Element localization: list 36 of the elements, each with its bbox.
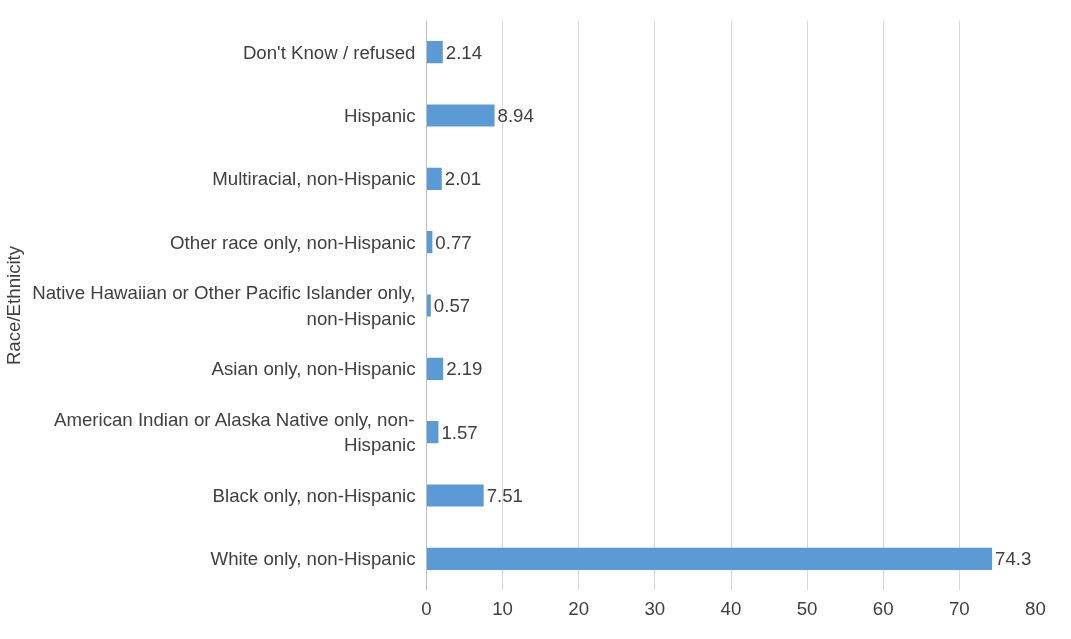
bar [426,41,443,64]
data-label: 0.77 [435,231,472,253]
data-label: 1.57 [441,421,478,443]
y-axis-title: Race/Ethnicity [3,245,25,366]
y-tick-label: Don't Know / refused [242,41,416,63]
y-tick-label: American Indian or Alaska Native only, non-Hispanic [53,409,416,456]
y-tick-label: Hispanic [343,105,416,126]
bar [426,547,993,570]
data-label: 8.94 [497,105,534,126]
data-label: 2.01 [444,168,482,190]
y-tick-label: Black only, non-Hispanic [212,485,416,506]
x-tick-label: 80 [1025,597,1046,619]
y-tick-label: Multiracial, non-Hispanic [212,168,416,190]
bar [426,294,431,317]
x-tick-label: 50 [796,597,818,619]
x-tick-label: 10 [492,597,514,619]
x-tick-label: 0 [421,597,432,619]
x-tick-label: 40 [720,597,742,619]
data-label: 2.14 [445,41,483,63]
y-tick-label: Native Hawaiian or Other Pacific Islander only, non-Hispanic [32,282,416,329]
bar [426,104,495,127]
data-label: 2.19 [446,358,483,380]
bar [426,167,442,190]
data-label: 0.57 [433,295,471,316]
x-tick-label: 70 [949,597,970,619]
y-tick-label: Asian only, non-Hispanic [211,358,416,380]
y-tick-label: White only, non-Hispanic [210,548,416,570]
x-tick-label: 30 [644,597,666,619]
data-label: 74.3 [995,548,1032,570]
bar [426,484,484,507]
bar [426,357,444,380]
y-tick-label: Other race only, non-Hispanic [170,231,416,253]
x-tick-label: 60 [872,597,894,619]
data-label: 7.51 [486,485,523,506]
bar [426,421,439,444]
x-tick-label: 20 [568,597,590,619]
